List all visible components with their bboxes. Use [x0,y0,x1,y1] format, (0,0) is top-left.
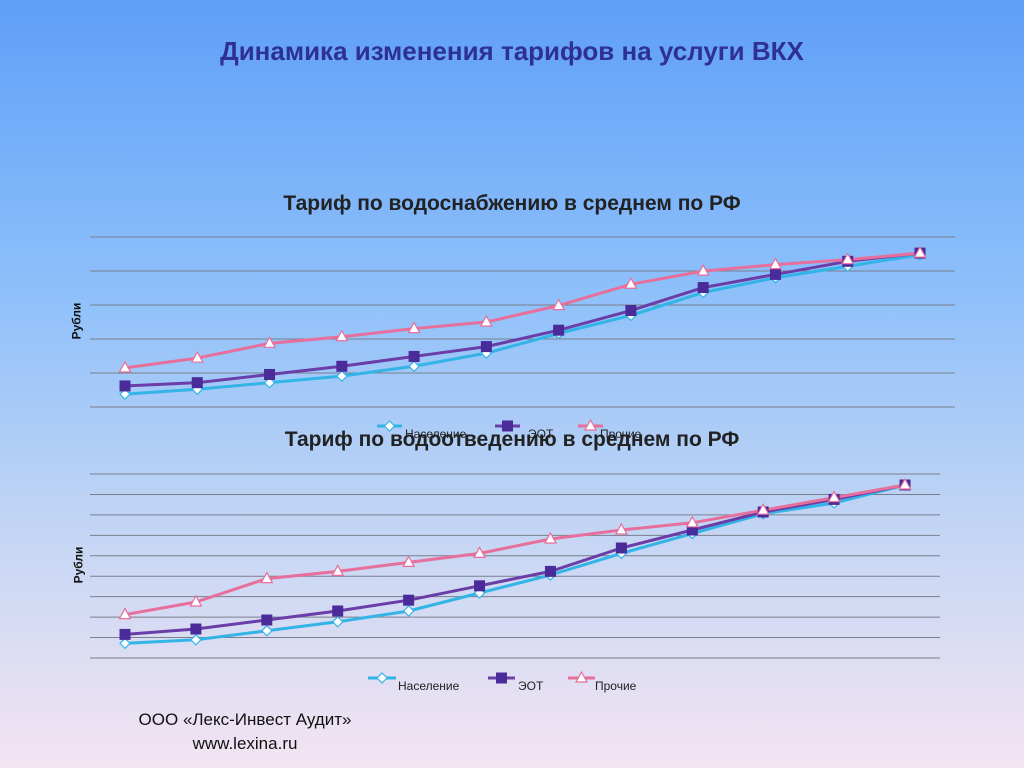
legend-marker-prochie [574,670,589,683]
data-point-eot [553,324,565,336]
data-point-naselenie [408,360,420,373]
legend-marker-eot [496,672,507,684]
data-point-naselenie [402,605,415,617]
data-point-naselenie [260,624,273,637]
legend-marker-naselenie [376,672,388,684]
data-point-eot [261,614,273,626]
data-point-prochie [552,298,566,311]
data-point-naselenie [335,370,348,382]
data-point-prochie [479,314,493,327]
legend-label-naselenie: Население [398,679,460,693]
data-point-prochie [756,502,770,515]
series-line-naselenie [124,483,906,645]
data-point-prochie [118,360,132,373]
data-point-prochie [407,321,421,334]
data-point-eot [480,341,492,353]
series-line-prochie [124,483,906,617]
data-point-prochie [898,477,912,490]
page-title: Динамика изменения тарифов на услуги ВКХ [220,36,804,66]
series-line-naselenie [124,253,921,396]
data-point-eot [191,377,203,389]
data-point-prochie [543,531,557,544]
data-point-naselenie [119,637,131,650]
data-point-eot [697,282,709,294]
data-point-naselenie [190,633,202,646]
data-point-prochie [841,252,855,265]
legend-label-naselenie: Население [405,427,467,441]
legend-marker-prochie [583,418,598,431]
data-point-prochie [768,257,782,270]
data-point-eot [408,350,420,362]
data-point-eot [119,380,131,392]
data-point-eot [264,368,276,380]
data-point-eot [190,623,202,635]
data-point-prochie [827,490,841,503]
data-point-prochie [402,555,416,568]
data-point-naselenie [331,615,344,628]
legend-label-eot: ЭОТ [518,679,544,693]
data-point-prochie [614,522,628,535]
data-point-prochie [189,594,203,607]
company-name: ООО «Лекс-Инвест Аудит» [138,710,352,729]
chart-title-wastewater: Тариф по водоотведению в среднем по РФ [284,428,740,451]
data-point-eot [615,542,627,554]
chart-title-water-supply: Тариф по водоснабжению в среднем по РФ [283,192,741,215]
series-line-eot [124,251,921,388]
data-point-eot [769,268,781,280]
data-point-prochie [335,329,349,342]
data-point-prochie [260,571,274,584]
data-point-prochie [473,546,487,559]
data-point-prochie [685,515,699,528]
legend-label-prochie: Прочие [595,679,637,693]
data-point-eot [403,594,415,606]
data-point-prochie [624,277,638,289]
footer: ООО «Лекс-Инвест Аудит» www.lexina.ru [100,708,390,756]
data-point-prochie [118,607,132,620]
legend-label-prochie: Прочие [600,427,642,441]
data-point-naselenie [263,376,276,389]
data-point-eot [474,580,486,592]
data-point-eot [544,565,556,577]
series-line-eot [124,483,906,636]
data-point-naselenie [119,388,131,401]
data-point-prochie [263,336,277,348]
data-point-prochie [190,350,204,363]
series-line-prochie [124,251,921,370]
legend-label-eot: ЭОТ [528,427,554,441]
data-point-prochie [913,245,927,258]
legend-marker-naselenie [383,420,396,432]
website-link[interactable]: www.lexina.ru [192,734,298,753]
data-point-prochie [696,263,710,276]
legend-marker-eot [502,420,513,432]
data-point-prochie [331,564,345,577]
data-point-eot [332,605,344,617]
data-point-eot [625,305,637,317]
data-point-eot [336,360,348,372]
data-point-eot [119,628,131,640]
